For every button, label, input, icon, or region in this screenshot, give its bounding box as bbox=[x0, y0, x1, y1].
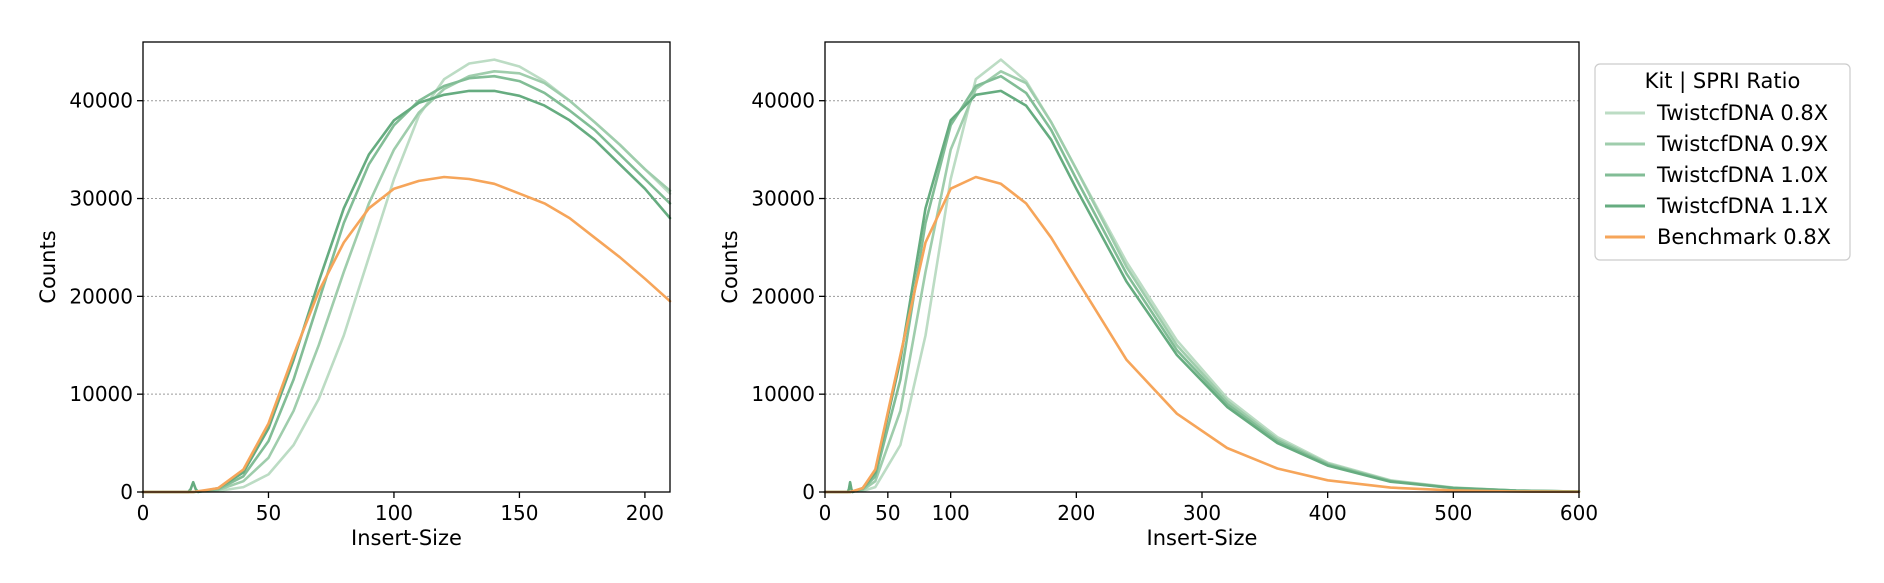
right-chart-panel: 0 50 100 200 300 400 500 600 0 10000 20000 30000 400… bbox=[718, 41, 1598, 550]
x-tick-label: 100 bbox=[375, 501, 413, 525]
legend-entry-label: TwistcfDNA 1.0X bbox=[1656, 163, 1828, 187]
x-tick-label: 200 bbox=[626, 501, 664, 525]
series-line-4 bbox=[823, 175, 1581, 494]
y-axis-label: Counts bbox=[36, 230, 60, 303]
series-line-1 bbox=[823, 70, 1581, 494]
y-tick-label: 0 bbox=[802, 480, 815, 504]
x-axis-label: Insert-Size bbox=[1147, 526, 1258, 550]
y-tick-label: 40000 bbox=[751, 89, 815, 113]
legend-entry-label: Benchmark 0.8X bbox=[1657, 225, 1831, 249]
legend-title: Kit | SPRI Ratio bbox=[1645, 69, 1801, 94]
x-tick-label: 0 bbox=[137, 501, 150, 525]
series-line-2 bbox=[141, 74, 672, 494]
x-tick-label: 0 bbox=[819, 501, 832, 525]
legend-entry-label: TwistcfDNA 0.9X bbox=[1656, 132, 1828, 156]
plot-frame bbox=[142, 41, 671, 493]
x-tick-label: 200 bbox=[1057, 501, 1095, 525]
x-tick-label: 500 bbox=[1434, 501, 1472, 525]
y-tick-label: 30000 bbox=[69, 187, 133, 211]
x-tick-label: 100 bbox=[932, 501, 970, 525]
y-tick-label: 10000 bbox=[69, 382, 133, 406]
series-line-0 bbox=[141, 58, 672, 494]
y-tick-label: 20000 bbox=[69, 284, 133, 308]
y-tick-label: 30000 bbox=[751, 187, 815, 211]
series-line-4 bbox=[141, 175, 672, 494]
y-tick-label: 40000 bbox=[69, 89, 133, 113]
plot-frame bbox=[824, 41, 1580, 493]
x-tick-label: 50 bbox=[875, 501, 900, 525]
x-axis-label: Insert-Size bbox=[351, 526, 462, 550]
series-line-3 bbox=[141, 89, 672, 494]
x-tick-label: 400 bbox=[1309, 501, 1347, 525]
x-tick-label: 50 bbox=[256, 501, 281, 525]
y-tick-label: 0 bbox=[120, 480, 133, 504]
x-tick-label: 300 bbox=[1183, 501, 1221, 525]
left-chart-panel: 0 50 100 150 200 0 10000 20000 30000 40000 Insert-… bbox=[36, 41, 672, 550]
legend-entry-label: TwistcfDNA 1.1X bbox=[1656, 194, 1828, 218]
y-tick-label: 10000 bbox=[751, 382, 815, 406]
series-line-0 bbox=[823, 58, 1581, 494]
legend: Kit | SPRI Ratio TwistcfDNA 0.8X TwistcfDN… bbox=[1594, 63, 1851, 261]
y-axis-label: Counts bbox=[718, 230, 742, 303]
legend-entry-label: TwistcfDNA 0.8X bbox=[1656, 101, 1828, 125]
legend-box bbox=[1594, 63, 1851, 261]
x-tick-label: 150 bbox=[500, 501, 538, 525]
series-line-1 bbox=[141, 70, 672, 494]
y-tick-label: 20000 bbox=[751, 284, 815, 308]
series-line-3 bbox=[823, 89, 1581, 494]
x-tick-label: 600 bbox=[1560, 501, 1598, 525]
